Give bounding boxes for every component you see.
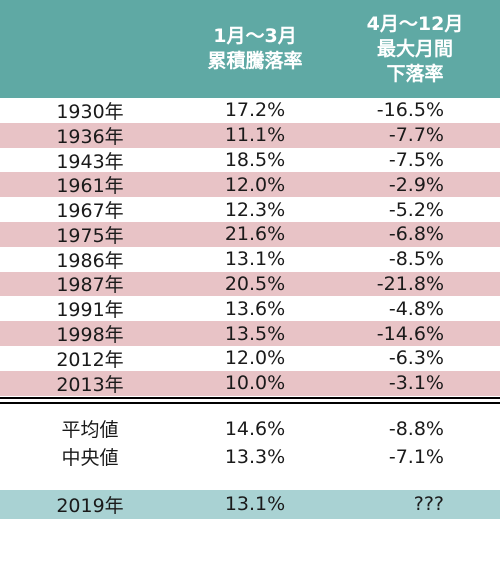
year-cell: 1991年 [56, 299, 124, 322]
header-drop-line3: 下落率 [386, 62, 444, 85]
table-row: 1943年 18.5% -7.5% [0, 148, 500, 173]
drop-cell: -7.5% [388, 148, 444, 171]
table-row: 2012年 12.0% -6.3% [0, 346, 500, 371]
drop-cell: ??? [413, 493, 444, 516]
year-cell: 2013年 [56, 373, 124, 396]
year-cell: 1987年 [56, 274, 124, 297]
table-row: 1967年 12.3% -5.2% [0, 197, 500, 223]
drop-cell: -8.8% [388, 417, 444, 440]
drop-cell: -16.5% [376, 99, 444, 122]
drop-cell: -7.7% [388, 124, 444, 147]
q1-cell: 21.6% [224, 223, 286, 246]
header-max-drop: 4月～12月 最大月間 下落率 [330, 0, 500, 98]
table-row: 1930年 17.2% -16.5% [0, 98, 500, 123]
q1-cell: 11.1% [224, 124, 286, 147]
q1-cell: 13.1% [224, 493, 286, 516]
table-row: 1975年 21.6% -6.8% [0, 221, 500, 247]
year-cell: 1943年 [56, 150, 124, 173]
stats-row-median: 中央値 13.3% -7.1% [0, 443, 500, 471]
q1-cell: 14.6% [224, 417, 286, 440]
drop-cell: -2.9% [388, 173, 444, 196]
q1-cell: 18.5% [224, 148, 286, 171]
drop-cell: -5.2% [388, 198, 444, 221]
table-row: 1936年 11.1% -7.7% [0, 122, 500, 148]
table-header: 1月～3月 累積騰落率 4月～12月 最大月間 下落率 [0, 0, 500, 98]
table-row: 1991年 13.6% -4.8% [0, 296, 500, 322]
drop-cell: -6.8% [388, 223, 444, 246]
drop-cell: -6.3% [388, 347, 444, 370]
drop-cell: -4.8% [388, 297, 444, 320]
header-q1-line2: 累積騰落率 [207, 50, 303, 72]
drop-cell: -21.8% [376, 272, 444, 295]
year-cell: 1998年 [56, 324, 124, 347]
stat-label: 中央値 [61, 447, 119, 470]
stats-row-average: 平均値 14.6% -8.8% [0, 415, 500, 443]
year-cell: 1930年 [56, 100, 124, 123]
q1-cell: 13.6% [224, 297, 286, 320]
table-row: 2013年 10.0% -3.1% [0, 370, 500, 396]
year-cell: 1961年 [56, 175, 124, 198]
stats-section: 平均値 14.6% -8.8% 中央値 13.3% -7.1% [0, 404, 500, 471]
table-row: 1987年 20.5% -21.8% [0, 271, 500, 297]
table-row: 1961年 12.0% -2.9% [0, 172, 500, 197]
q1-cell: 20.5% [224, 272, 286, 295]
q1-cell: 13.3% [224, 445, 286, 468]
q1-cell: 12.0% [224, 347, 286, 370]
header-drop-line2: 最大月間 [376, 37, 453, 60]
header-q1-return: 1月～3月 累積騰落率 [180, 0, 330, 98]
returns-table: 1月～3月 累積騰落率 4月～12月 最大月間 下落率 1930年 17.2% … [0, 0, 500, 519]
drop-cell: -8.5% [388, 248, 444, 271]
year-cell: 1936年 [56, 125, 124, 148]
year-cell: 1975年 [56, 224, 124, 247]
year-cell: 1967年 [56, 200, 124, 223]
q1-cell: 13.5% [224, 322, 286, 345]
double-divider [0, 396, 500, 404]
q1-cell: 12.0% [224, 173, 286, 196]
q1-cell: 10.0% [224, 372, 286, 395]
year-cell: 2019年 [56, 494, 124, 517]
header-drop-line1: 4月～12月 [366, 12, 464, 35]
q1-cell: 12.3% [224, 198, 286, 221]
header-year-cell [0, 0, 180, 98]
spacer [0, 471, 500, 490]
table-row: 1986年 13.1% -8.5% [0, 247, 500, 272]
current-year-row: 2019年 13.1% ??? [0, 489, 500, 519]
year-cell: 2012年 [56, 348, 124, 371]
q1-cell: 17.2% [224, 99, 286, 122]
table-row: 1998年 13.5% -14.6% [0, 321, 500, 346]
stat-label: 平均値 [61, 419, 119, 442]
year-cell: 1986年 [56, 249, 124, 272]
drop-cell: -7.1% [388, 445, 444, 468]
drop-cell: -3.1% [388, 372, 444, 395]
q1-cell: 13.1% [224, 248, 286, 271]
header-q1-line1: 1月～3月 [213, 25, 297, 47]
drop-cell: -14.6% [376, 322, 444, 345]
